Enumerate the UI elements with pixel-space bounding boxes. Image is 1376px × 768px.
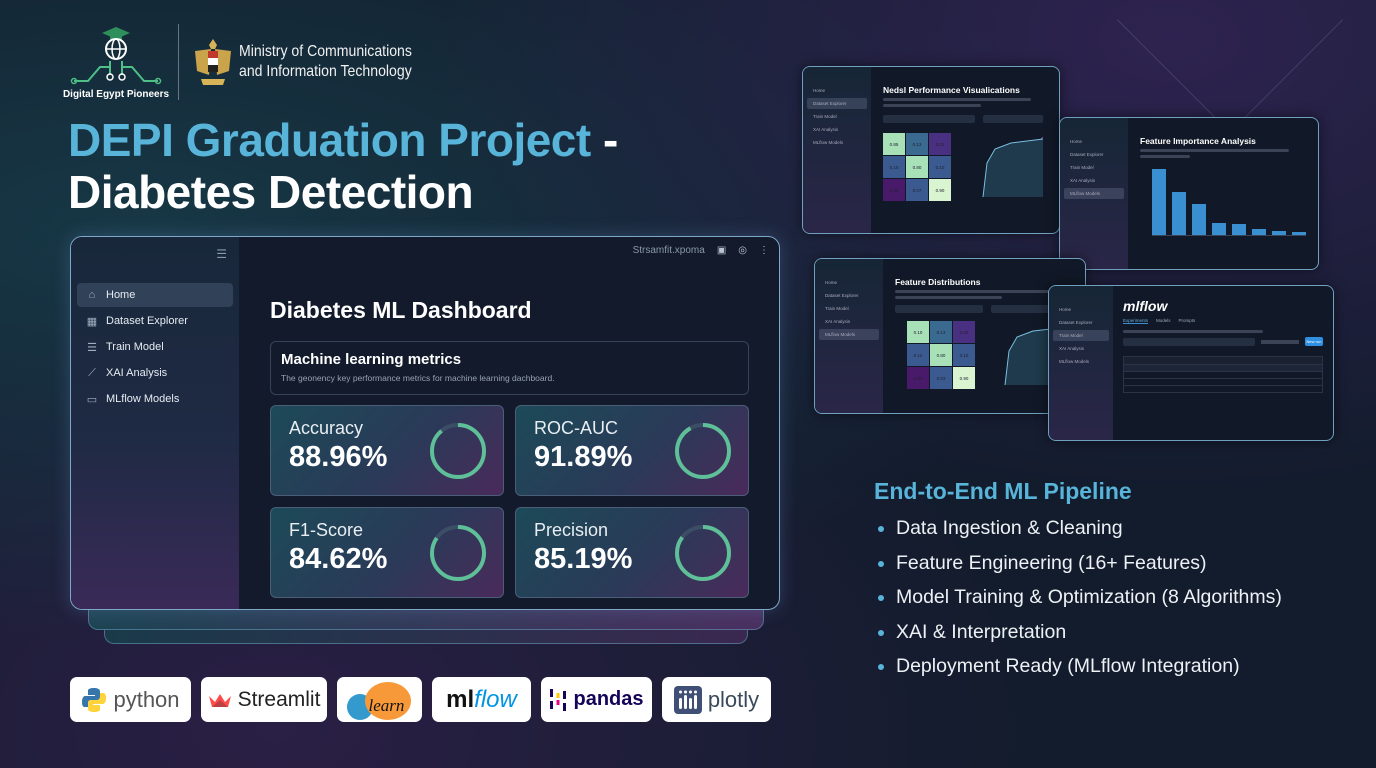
kpi-card-f1-score: F1-Score 84.62% (270, 507, 504, 598)
mlflow-badge: mlflow (432, 677, 531, 722)
background-decor-line (1116, 0, 1344, 134)
menu-icon[interactable]: ☰ (216, 247, 227, 261)
more-icon[interactable]: ⋮ (759, 245, 769, 256)
mlflow-logo: mlflow (1123, 298, 1168, 314)
confusion-matrix: 0.85 0.13 0.01 0.10 0.80 0.10 0.05 0.07 … (883, 133, 951, 201)
tech-stack-badges: python Streamlit learn mlflow pandas (70, 677, 771, 722)
depi-logo: Digital Egypt Pioneers (63, 25, 169, 100)
dashboard-title: Diabetes ML Dashboard (270, 297, 532, 323)
pipeline-item: Data Ingestion & Cleaning (874, 511, 1282, 546)
mini-select[interactable] (983, 115, 1043, 123)
mini-select[interactable] (883, 115, 975, 123)
folder-icon: ▭ (86, 393, 98, 406)
metrics-info-card: Machine learning metrics The geonency ke… (270, 341, 749, 395)
kpi-card-peek (270, 609, 504, 610)
kpi-card-peek (515, 609, 749, 610)
screenshot-feature-importance: Home Dataset Explorer Train Model XAI An… (1059, 117, 1319, 270)
mini-title: Nedsl Performance Visualications (883, 85, 1020, 95)
app-url: Strsamfit.xpoma (632, 245, 705, 256)
sidebar-item-dataset-explorer[interactable]: ▦ Dataset Explorer (86, 315, 188, 328)
tab-models[interactable]: Models (1156, 318, 1171, 323)
roc-curve-chart (1004, 328, 1052, 386)
screenshot-feature-distributions: Home Dataset Explorer Train Model XAI An… (814, 258, 1086, 414)
sidebar-item-home[interactable]: ⌂ Home (77, 283, 233, 307)
bookmark-icon[interactable]: ▣ (716, 245, 727, 256)
dashboard-sidebar: ☰ ⌂ Home ▦ Dataset Explorer ☰ Train Mode… (71, 237, 239, 609)
screenshot-performance: Home Dataset Explorer Train Model XAI An… (802, 66, 1060, 234)
title-line1: DEPI Graduation Project (68, 114, 591, 166)
pipeline-item: Feature Engineering (16+ Features) (874, 546, 1282, 581)
streamlit-badge: Streamlit (201, 677, 327, 722)
metrics-card-title: Machine learning metrics (281, 351, 462, 368)
sklearn-logo: learn (345, 680, 415, 720)
streamlit-crown-icon (208, 693, 231, 707)
depi-logo-caption: Digital Egypt Pioneers (62, 88, 170, 100)
screenshot-mlflow: Home Dataset Explorer Train Model XAI An… (1048, 285, 1334, 441)
header-divider (178, 24, 179, 100)
table-icon: ▦ (86, 315, 98, 328)
confusion-matrix: 0.10 0.13 0.02 0.12 0.80 0.10 0.03 0.03 … (907, 321, 975, 389)
progress-ring-icon (675, 525, 731, 581)
scikit-learn-badge: learn (337, 677, 422, 722)
pipeline-item: Model Training & Optimization (8 Algorit… (874, 580, 1282, 615)
pipeline-list: Data Ingestion & Cleaning Feature Engine… (874, 511, 1282, 684)
pipeline-item: Deployment Ready (MLflow Integration) (874, 649, 1282, 684)
sidebar-item-xai-analysis[interactable]: ⟋ XAI Analysis (77, 361, 233, 385)
python-badge: python (70, 677, 191, 722)
kpi-grid: Accuracy 88.96% ROC-AUC 91.89% F1-Score … (270, 405, 749, 598)
sidebar-nav: ⌂ Home ▦ Dataset Explorer ☰ Train Model … (77, 283, 233, 413)
page-title: DEPI Graduation Project - Diabetes Detec… (68, 114, 618, 218)
pipeline-title: End-to-End ML Pipeline (874, 478, 1132, 504)
mini-title: Feature Importance Analysis (1140, 136, 1256, 146)
header-logos: Digital Egypt Pioneers Ministry of Commu… (63, 24, 436, 100)
pandas-icon (550, 688, 567, 711)
list-icon: ☰ (87, 341, 97, 354)
pipeline-section: End-to-End ML Pipeline Data Ingestion & … (874, 478, 1282, 684)
sidebar-item-train-model[interactable]: ☰ Train Model (87, 341, 164, 354)
progress-ring-icon (430, 423, 486, 479)
egypt-eagle-icon (195, 39, 231, 85)
plotly-badge: plotly (662, 677, 771, 722)
tab-experiments[interactable]: Experiments (1123, 318, 1149, 324)
title-dash: - (590, 114, 618, 166)
mini-select[interactable] (991, 305, 1051, 313)
mlflow-runs-table (1123, 356, 1323, 393)
progress-ring-icon (675, 423, 731, 479)
progress-ring-icon (430, 525, 486, 581)
mini-title: Feature Distributions (895, 277, 981, 287)
home-icon: ⌂ (88, 289, 96, 301)
tab-prompts[interactable]: Prompts (1178, 318, 1196, 323)
topbar: Strsamfit.xpoma ▣ ◎ ⋮ (633, 245, 769, 256)
metrics-card-subtitle: The geonency key performance metrics for… (281, 373, 555, 383)
title-line2: Diabetes Detection (68, 166, 474, 218)
dashboard-window: ☰ ⌂ Home ▦ Dataset Explorer ☰ Train Mode… (70, 236, 780, 610)
settings-icon[interactable]: ◎ (738, 245, 747, 256)
python-icon (82, 687, 107, 712)
kpi-card-accuracy: Accuracy 88.96% (270, 405, 504, 496)
ministry-name: Ministry of Communications and Informati… (239, 43, 412, 80)
mlflow-search-input[interactable] (1123, 337, 1255, 346)
depi-globe-icon (70, 26, 162, 84)
mini-sidebar: Home Dataset Explorer Train Model XAI An… (803, 67, 871, 233)
pandas-badge: pandas (541, 677, 652, 722)
chart-line-icon: ⟋ (88, 366, 96, 379)
roc-curve-chart (982, 136, 1044, 198)
sidebar-item-mlflow-models[interactable]: ▭ MLflow Models (86, 393, 180, 406)
mlflow-new-run-button[interactable]: New run (1305, 337, 1323, 346)
ministry-logo: Ministry of Communications and Informati… (193, 35, 436, 89)
kpi-card-precision: Precision 85.19% (515, 507, 749, 598)
feature-importance-bar-chart (1152, 166, 1306, 236)
mini-select[interactable] (895, 305, 983, 313)
pipeline-item: XAI & Interpretation (874, 615, 1282, 650)
kpi-card-roc-auc: ROC-AUC 91.89% (515, 405, 749, 496)
plotly-icon (673, 685, 702, 714)
dashboard-main: Strsamfit.xpoma ▣ ◎ ⋮ Diabetes ML Dashbo… (239, 237, 779, 609)
